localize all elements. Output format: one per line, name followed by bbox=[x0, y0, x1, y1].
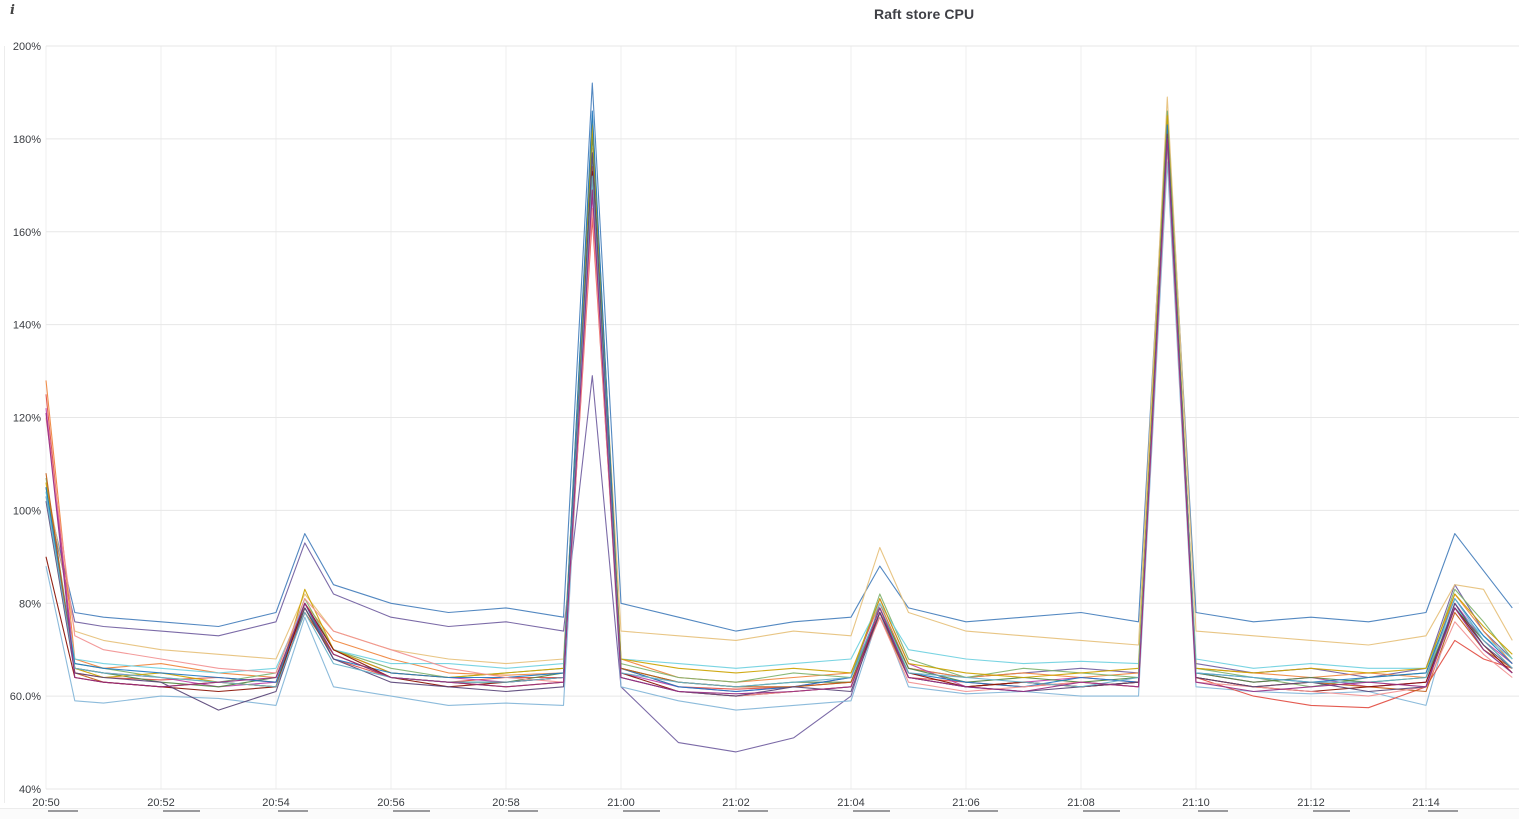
x-axis-label: 21:00 bbox=[607, 797, 635, 808]
legend-item-cropped bbox=[48, 810, 78, 812]
series-line-1 bbox=[45, 82, 1513, 632]
series-line-15 bbox=[45, 147, 1513, 697]
y-axis-label: 200% bbox=[13, 41, 41, 53]
y-axis-label: 120% bbox=[13, 413, 41, 425]
y-axis-label: 160% bbox=[13, 227, 41, 239]
info-icon[interactable]: i bbox=[10, 3, 15, 18]
series-line-8 bbox=[45, 110, 1513, 688]
series-line-7 bbox=[45, 119, 1513, 693]
x-axis-label: 21:08 bbox=[1067, 797, 1095, 808]
x-axis-label: 20:54 bbox=[262, 797, 290, 808]
series-line-5 bbox=[45, 119, 1513, 683]
x-axis-label: 21:12 bbox=[1297, 797, 1325, 808]
legend-item-cropped bbox=[853, 810, 890, 812]
x-axis-label: 21:02 bbox=[722, 797, 750, 808]
x-axis-label: 20:50 bbox=[32, 797, 60, 808]
x-axis-label: 21:14 bbox=[1412, 797, 1440, 808]
x-axis-label: 21:10 bbox=[1182, 797, 1210, 808]
y-axis-label: 80% bbox=[19, 598, 41, 610]
series-line-18 bbox=[45, 138, 1513, 695]
x-axis-label: 21:06 bbox=[952, 797, 980, 808]
series-line-12 bbox=[45, 110, 1513, 693]
series-line-13 bbox=[45, 133, 1513, 693]
x-axis-label: 21:04 bbox=[837, 797, 865, 808]
y-axis-label: 60.0% bbox=[10, 691, 41, 703]
series-line-10 bbox=[45, 138, 1513, 674]
legend-item-cropped bbox=[968, 810, 998, 812]
legend-item-cropped bbox=[278, 810, 308, 812]
y-axis-label: 180% bbox=[13, 134, 41, 146]
legend-item-cropped bbox=[1083, 810, 1120, 812]
legend-item-cropped bbox=[393, 810, 430, 812]
legend-item-cropped bbox=[1198, 810, 1228, 812]
series-line-17 bbox=[45, 142, 1513, 688]
x-axis-label: 20:56 bbox=[377, 797, 405, 808]
series-line-16 bbox=[45, 133, 1513, 711]
y-axis-label: 40% bbox=[19, 784, 41, 796]
y-axis-label: 100% bbox=[13, 505, 41, 517]
legend-item-cropped bbox=[1428, 810, 1458, 812]
series-line-4 bbox=[45, 161, 1513, 711]
legend-item-cropped bbox=[163, 810, 200, 812]
legend-strip-cropped bbox=[0, 808, 1519, 819]
legend-item-cropped bbox=[1313, 810, 1350, 812]
legend-item-cropped bbox=[738, 810, 768, 812]
legend-item-cropped bbox=[508, 810, 538, 812]
panel-title[interactable]: Raft store CPU bbox=[874, 6, 975, 22]
panel-left-border bbox=[4, 46, 5, 803]
legend-item-cropped bbox=[623, 810, 660, 812]
x-axis-label: 20:52 bbox=[147, 797, 175, 808]
series-line-11 bbox=[45, 115, 1513, 688]
series-line-3 bbox=[45, 96, 1513, 665]
y-axis-label: 140% bbox=[13, 320, 41, 332]
x-axis-label: 20:58 bbox=[492, 797, 520, 808]
series-line-6 bbox=[45, 129, 1513, 709]
